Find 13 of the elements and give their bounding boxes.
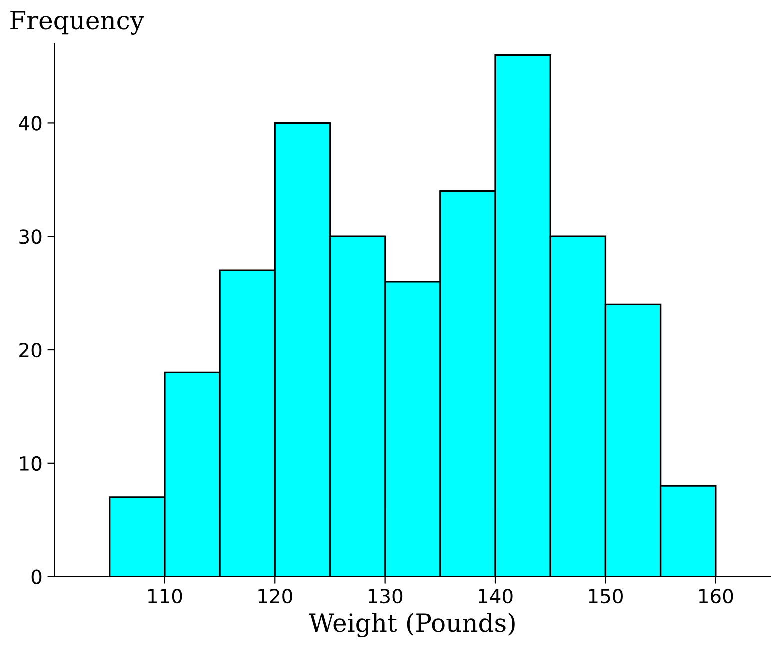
x-tick-label: 130 [368,588,403,604]
x-tick-label: 150 [589,588,623,604]
x-tick-label: 110 [148,588,182,604]
x-tick-label: 120 [258,588,292,604]
x-tick-label: 140 [479,588,513,604]
y-tick-label: 10 [20,456,42,472]
x-tick-label: 160 [699,588,734,604]
y-tick-label: 30 [20,230,42,244]
x-axis-title: Weight (Pounds) [309,613,515,638]
y-tick-label: 0 [32,570,42,584]
y-tick-label: 40 [19,116,42,131]
y-axis-title: Frequency [10,11,144,35]
y-tick-label: 20 [20,342,42,358]
